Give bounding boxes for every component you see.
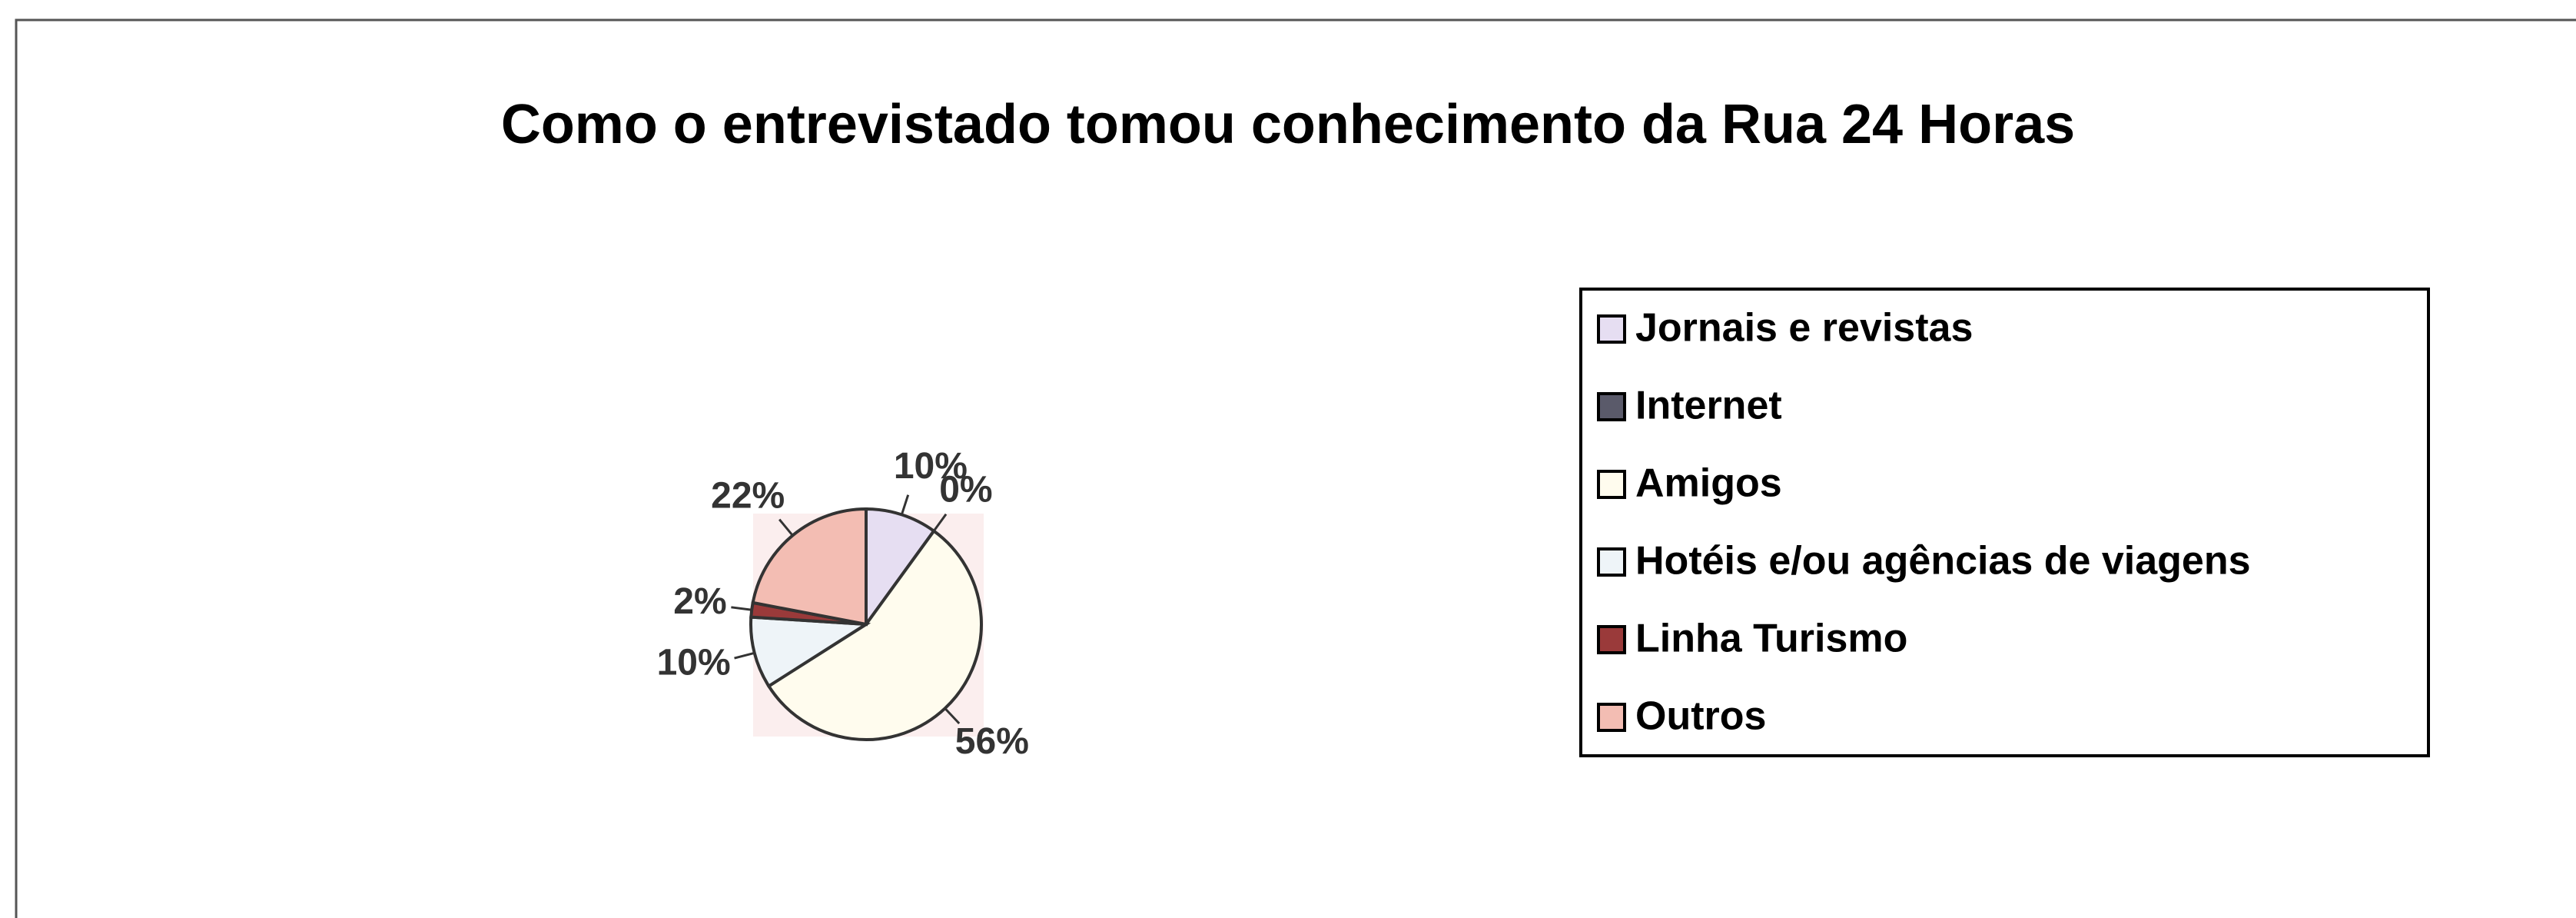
legend-label: Outros (1635, 694, 1766, 739)
legend-label: Hotéis e/ou agências de viagens (1635, 539, 2251, 584)
legend-swatch (1597, 314, 1626, 344)
legend-swatch (1597, 547, 1626, 577)
pie-slice (766, 528, 983, 741)
legend (1579, 288, 2430, 757)
legend-swatch (1597, 392, 1626, 421)
data-label: 2% (673, 581, 726, 622)
leader-line (731, 606, 752, 611)
data-label: 10% (657, 643, 731, 684)
legend-label: Amigos (1635, 461, 1782, 506)
data-label: 10% (894, 446, 968, 487)
leader-line (932, 513, 948, 532)
data-label: 56% (955, 721, 1029, 762)
legend-label: Internet (1635, 384, 1782, 428)
data-label: 22% (711, 476, 785, 517)
legend-swatch (1597, 625, 1626, 654)
pie-slice (751, 507, 868, 627)
leader-line (944, 707, 961, 725)
leader-line (900, 494, 910, 515)
chart-title: Como o entrevistado tomou conhecimento d… (501, 94, 2075, 155)
leader-line (734, 651, 755, 660)
legend-label: Linha Turismo (1635, 617, 1907, 661)
leader-line (778, 518, 794, 537)
data-label: 0% (939, 469, 992, 510)
legend-swatch (1597, 470, 1626, 499)
legend-label: Jornais e revistas (1635, 306, 1973, 351)
legend-swatch (1597, 703, 1626, 732)
